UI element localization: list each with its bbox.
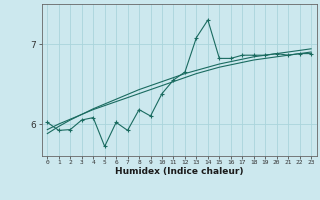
X-axis label: Humidex (Indice chaleur): Humidex (Indice chaleur) — [115, 167, 244, 176]
